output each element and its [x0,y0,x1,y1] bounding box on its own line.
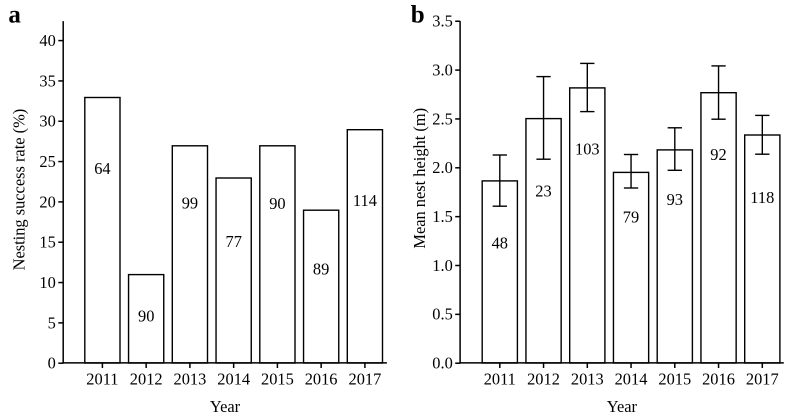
svg-text:Year: Year [210,397,241,416]
svg-text:2017: 2017 [349,369,382,388]
svg-text:90: 90 [269,194,285,213]
svg-text:b: b [411,1,425,28]
svg-text:5: 5 [48,313,56,332]
svg-text:92: 92 [710,145,726,164]
svg-text:Mean nest height (m): Mean nest height (m) [410,108,429,249]
svg-text:3.5: 3.5 [432,12,453,31]
svg-text:2011: 2011 [484,369,516,388]
svg-text:1.0: 1.0 [432,256,453,275]
svg-text:a: a [8,1,21,28]
svg-text:93: 93 [667,190,683,209]
svg-text:2012: 2012 [527,369,560,388]
svg-text:2014: 2014 [217,369,250,388]
svg-text:114: 114 [353,191,377,210]
svg-text:64: 64 [94,159,110,178]
svg-text:48: 48 [492,233,508,252]
svg-text:23: 23 [535,181,551,200]
svg-text:3.0: 3.0 [432,61,453,80]
svg-text:79: 79 [623,208,639,227]
svg-text:15: 15 [39,233,55,252]
svg-text:0: 0 [48,354,56,373]
svg-text:Year: Year [607,397,638,416]
svg-text:2.0: 2.0 [432,158,453,177]
svg-text:Nesting success rate (%): Nesting success rate (%) [9,109,28,271]
svg-text:2015: 2015 [658,369,691,388]
svg-text:0.0: 0.0 [432,354,453,373]
svg-text:2012: 2012 [130,369,163,388]
svg-text:118: 118 [750,188,774,207]
svg-text:2014: 2014 [615,369,648,388]
svg-text:30: 30 [39,112,55,131]
svg-text:2.5: 2.5 [432,109,453,128]
svg-text:35: 35 [39,71,55,90]
svg-text:25: 25 [39,152,55,171]
svg-text:2017: 2017 [746,369,779,388]
svg-text:40: 40 [39,31,55,50]
svg-text:2016: 2016 [305,369,338,388]
svg-text:99: 99 [182,193,198,212]
svg-text:2013: 2013 [571,369,604,388]
svg-text:103: 103 [575,139,600,158]
svg-text:0.5: 0.5 [432,305,453,324]
svg-text:2011: 2011 [86,369,118,388]
svg-text:77: 77 [226,232,242,251]
svg-text:1.5: 1.5 [432,207,453,226]
svg-text:10: 10 [39,273,55,292]
svg-text:90: 90 [138,307,154,326]
svg-text:20: 20 [39,192,55,211]
svg-text:2015: 2015 [261,369,294,388]
svg-text:2013: 2013 [174,369,207,388]
svg-text:89: 89 [313,260,329,279]
svg-text:2016: 2016 [702,369,735,388]
